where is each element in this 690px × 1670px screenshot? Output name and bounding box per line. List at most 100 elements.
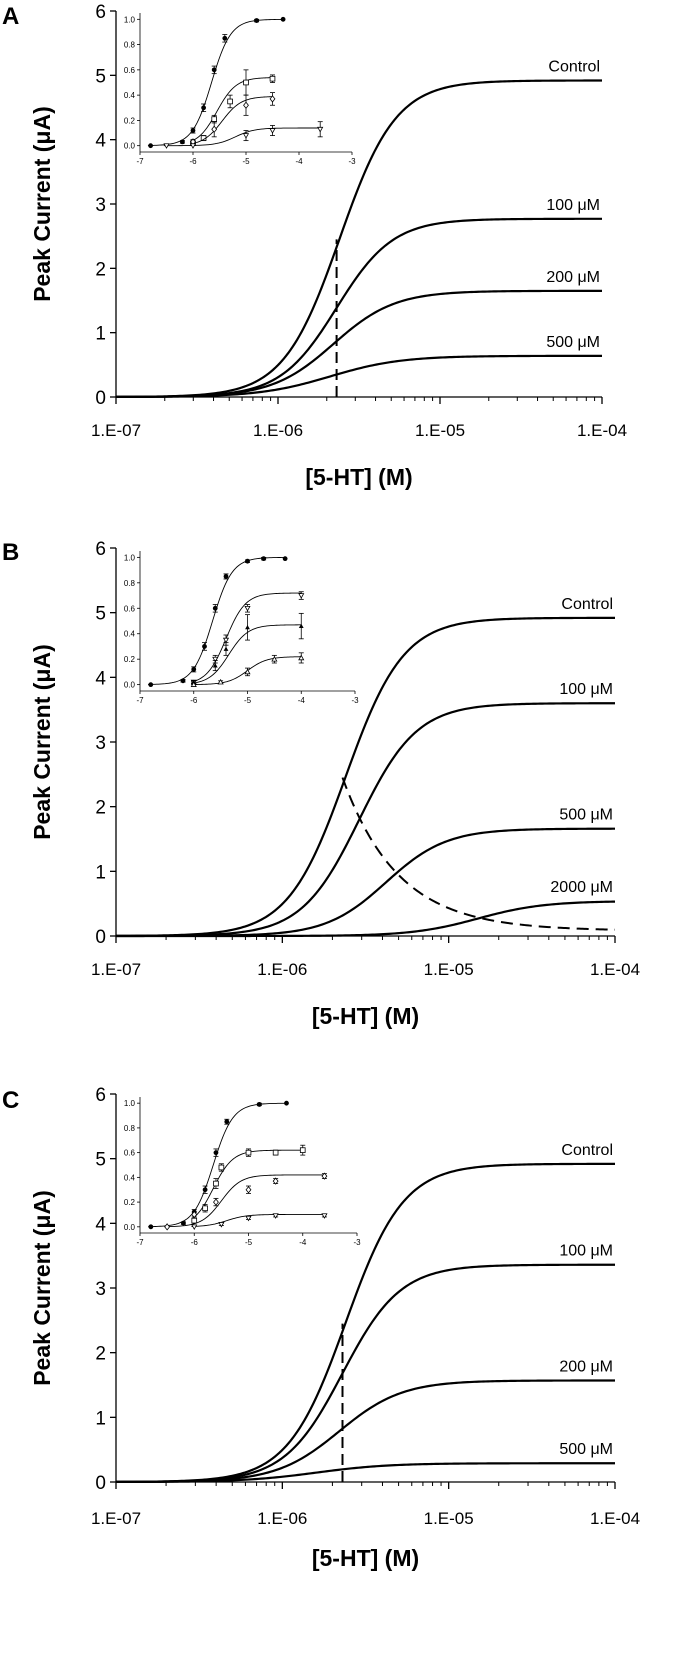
y-tick-label: 3 [95,1279,106,1300]
inset-data-point [213,1180,219,1187]
inset-x-tick-label: -7 [136,157,144,166]
inset-data-point [164,1223,171,1231]
inset-y-tick-label: 0.2 [124,655,136,664]
y-tick-label: 5 [95,66,106,87]
inset-fit-curve [164,1174,325,1228]
inset-x-tick-label: -3 [348,157,356,166]
y-axis-title: Peak Current (μA) [29,106,55,302]
inset-chart: 0.0 0.2 0.4 0.6 0.8 1.0 -7 -6 -5 -4 -3 [122,545,361,715]
inset-data-point [191,666,197,672]
inset-data-point [218,1164,225,1171]
curve-label: 500 μM [559,1441,613,1458]
x-tick-label: 1.E-07 [91,1509,141,1528]
inset-data-point [191,1224,198,1231]
inset-y-tick-label: 1.0 [124,1099,136,1108]
inset-y-tick-label: 1.0 [124,553,136,562]
inset-data-point [298,593,305,599]
inset-data-point [202,1205,208,1212]
inset-y-tick-label: 0.0 [124,142,136,151]
inset-data-point [321,1172,328,1180]
inset-y-tick-label: 0.8 [124,1124,136,1133]
inset-data-point [242,133,250,139]
x-tick-label: 1.E-04 [590,960,640,979]
inset-x-tick-label: -4 [295,157,303,166]
inset-data-point [269,95,276,103]
inset-data-point [202,644,207,649]
inset-y-tick-label: 0.8 [124,41,136,50]
x-tick-label: 1.E-04 [577,421,627,440]
y-tick-label: 1 [95,324,106,345]
inset-data-point [163,143,170,149]
inset-x-tick-label: -5 [245,1238,253,1247]
inset-data-point [212,656,219,663]
inset-data-point [244,668,251,675]
inset-data-point [245,1149,252,1156]
inset-x-tick-label: -3 [351,696,359,705]
inset-y-tick-label: 0.4 [124,1173,136,1182]
y-tick-label: 0 [95,388,106,409]
x-tick-label: 1.E-07 [91,960,141,979]
inset-data-point [284,1100,289,1106]
inset-data-point [212,663,218,668]
x-tick-label: 1.E-05 [415,421,465,440]
inset-data-point [181,1220,186,1226]
inset-fit-curve [163,127,321,147]
dashed-decay-curve [341,777,616,931]
inset-y-tick-label: 1.0 [124,15,136,24]
inset-x-tick-label: -5 [244,696,252,705]
inset-x-tick-label: -7 [136,696,144,705]
x-tick-label: 1.E-04 [590,1509,640,1528]
inset-data-point [224,1119,230,1125]
inset-data-point [211,125,218,133]
y-tick-label: 6 [95,1085,106,1106]
inset-data-point [256,1102,262,1107]
inset-x-tick-label: -4 [298,696,306,705]
curve-series-1 [116,1263,615,1484]
inset-data-point [271,655,278,662]
inset-x-tick-label: -6 [190,696,198,705]
x-tick-label: 1.E-05 [424,960,474,979]
curve-series-2 [116,827,615,938]
inset-data-point [180,678,186,684]
inset-x-tick-label: -3 [353,1238,361,1247]
inset-data-point [272,1177,279,1185]
inset-x-tick-label: -7 [136,1238,144,1247]
inset-data-point [213,1150,219,1156]
x-tick-label: 1.E-06 [253,421,303,440]
inset-y-tick-label: 0.0 [124,681,136,690]
inset-data-point [321,1213,328,1219]
inset-data-point [245,558,250,564]
y-tick-label: 1 [95,1408,106,1429]
inset-data-point [190,681,197,687]
inset-data-point [243,79,249,86]
panel-label: A [2,3,19,30]
curve-series-3 [116,900,616,938]
y-tick-label: 3 [95,733,106,754]
curve-series-3 [115,354,603,399]
inset-data-point [148,1224,154,1230]
inset-data-point [191,1217,198,1224]
inset-x-tick-label: -6 [191,1238,199,1247]
inset-y-tick-label: 0.6 [124,604,136,613]
inset-data-point [317,126,324,133]
inset-background [122,545,361,715]
y-tick-label: 3 [95,195,106,216]
x-tick-label: 1.E-06 [257,960,307,979]
inset-data-point [254,18,259,23]
inset-data-point [223,646,229,651]
inset-y-tick-label: 0.8 [124,579,136,588]
inset-fit-curve [190,77,273,143]
curve-label: Control [548,58,600,75]
inset-fit-curve [190,96,273,145]
x-axis-title: [5-HT] (M) [312,1545,419,1571]
inset-data-point [269,128,276,134]
panel-label: B [2,539,19,566]
inset-data-point [148,682,154,688]
y-tick-label: 2 [95,1344,106,1365]
y-tick-label: 4 [95,668,106,689]
inset-data-point [222,35,228,41]
inset-data-point [298,654,305,661]
inset-data-point [211,67,217,73]
x-tick-label: 1.E-06 [257,1509,307,1528]
curve-series-1 [115,217,602,399]
